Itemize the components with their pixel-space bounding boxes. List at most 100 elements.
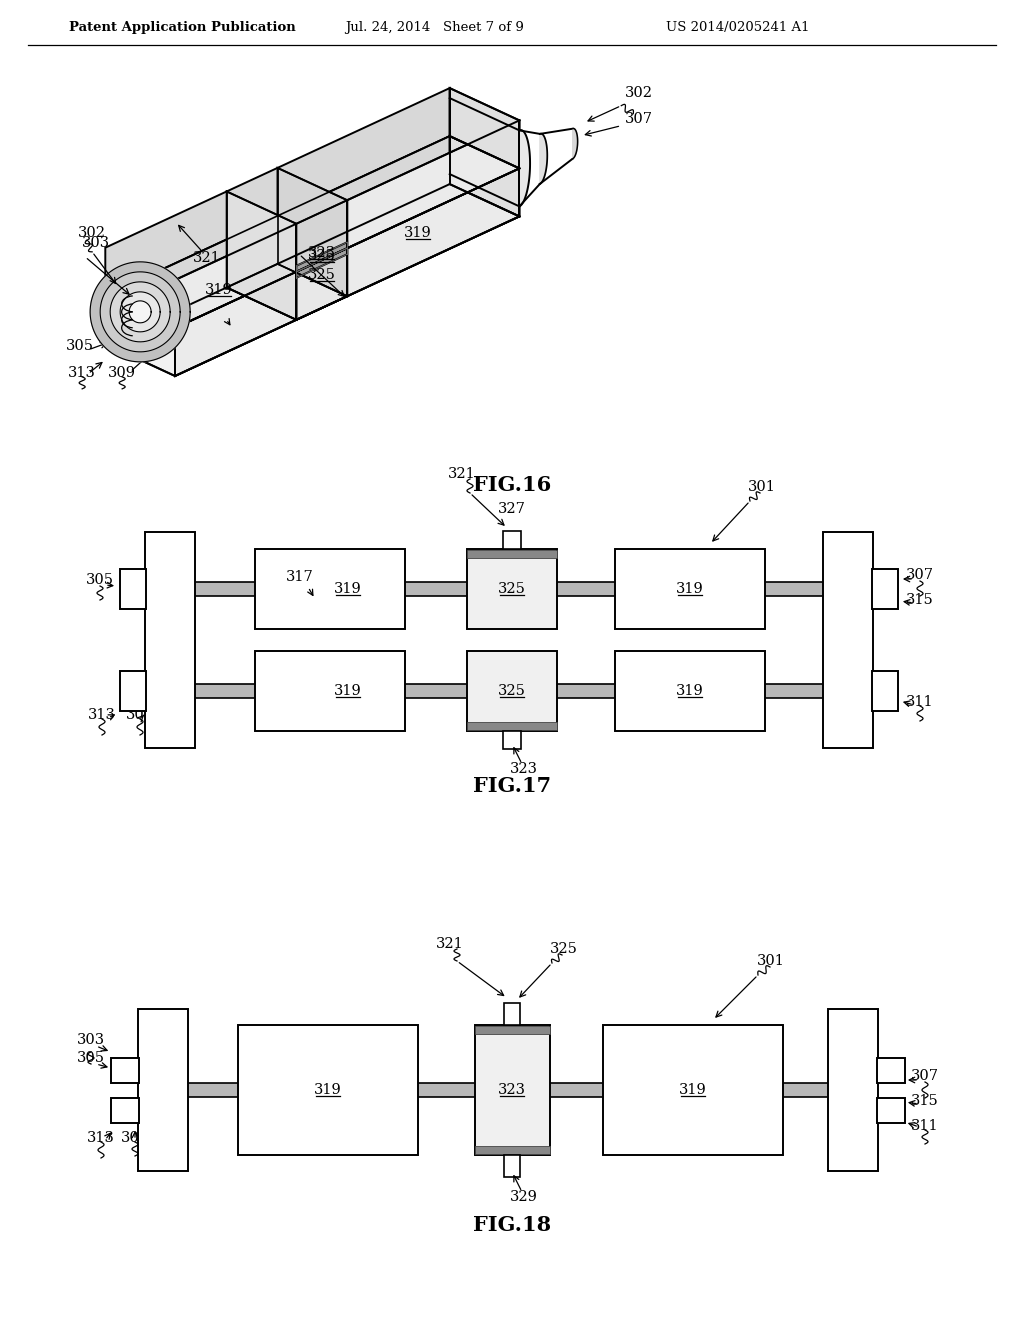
Text: FIG.18: FIG.18	[473, 1214, 551, 1236]
Bar	[828, 1008, 878, 1171]
Text: 315: 315	[911, 1094, 939, 1107]
Text: 319: 319	[314, 1082, 342, 1097]
Bar	[603, 1026, 783, 1155]
Text: 321: 321	[194, 251, 221, 265]
Bar	[120, 569, 146, 609]
Bar	[255, 651, 406, 731]
Text: 305: 305	[77, 1051, 105, 1065]
Polygon shape	[278, 168, 347, 296]
Polygon shape	[450, 88, 519, 169]
Bar	[162, 684, 862, 698]
Text: 313: 313	[69, 366, 96, 380]
Text: 309: 309	[126, 708, 154, 722]
Bar	[162, 582, 862, 597]
Bar	[615, 651, 765, 731]
Text: 301: 301	[749, 480, 776, 494]
Text: 315: 315	[906, 593, 934, 607]
Text: 307: 307	[626, 112, 653, 125]
Bar	[255, 549, 406, 630]
Polygon shape	[111, 282, 170, 342]
Polygon shape	[296, 248, 347, 277]
Polygon shape	[105, 136, 450, 343]
Text: 321: 321	[436, 937, 464, 950]
Text: 309: 309	[109, 366, 136, 380]
Text: 325: 325	[308, 268, 336, 282]
Text: 327: 327	[498, 502, 526, 516]
Text: 319: 319	[334, 582, 361, 597]
Text: 321: 321	[449, 467, 476, 480]
Text: 325: 325	[498, 582, 526, 597]
Text: 311: 311	[906, 696, 934, 709]
Bar	[467, 549, 557, 630]
Polygon shape	[519, 131, 530, 206]
Polygon shape	[296, 242, 347, 272]
Polygon shape	[450, 136, 519, 216]
Text: 329: 329	[510, 1191, 538, 1204]
Text: 307: 307	[911, 1069, 939, 1082]
Bar	[111, 1097, 139, 1122]
Polygon shape	[540, 133, 547, 183]
Text: Jul. 24, 2014   Sheet 7 of 9: Jul. 24, 2014 Sheet 7 of 9	[345, 21, 524, 34]
Text: 305: 305	[67, 339, 94, 352]
Polygon shape	[572, 128, 578, 158]
Text: 319: 319	[206, 284, 233, 297]
Bar	[872, 569, 898, 609]
Text: 309: 309	[121, 1131, 150, 1144]
Text: 325: 325	[498, 684, 526, 698]
Text: 301: 301	[757, 954, 785, 968]
Text: 317: 317	[201, 304, 228, 318]
Text: 307: 307	[906, 568, 934, 582]
Polygon shape	[90, 261, 190, 362]
Bar	[872, 671, 898, 711]
Bar	[877, 1057, 905, 1082]
Polygon shape	[175, 169, 519, 376]
Text: 313: 313	[87, 1131, 115, 1144]
Polygon shape	[296, 201, 347, 319]
Text: 302: 302	[626, 86, 653, 100]
Text: 302: 302	[78, 226, 106, 240]
Bar	[467, 722, 557, 730]
Bar	[503, 731, 521, 748]
Bar	[504, 1155, 520, 1177]
Bar	[467, 651, 557, 731]
Bar	[504, 1003, 520, 1026]
Polygon shape	[226, 264, 347, 319]
Polygon shape	[105, 183, 519, 376]
Bar	[120, 671, 146, 711]
Text: 323: 323	[498, 1082, 526, 1097]
Bar	[615, 549, 765, 630]
Text: 325: 325	[550, 942, 578, 956]
Polygon shape	[129, 301, 152, 323]
Bar	[111, 1057, 139, 1082]
Polygon shape	[100, 272, 180, 352]
Bar	[823, 532, 873, 748]
Text: US 2014/0205241 A1: US 2014/0205241 A1	[667, 21, 810, 34]
Text: 319: 319	[679, 1082, 707, 1097]
Text: 311: 311	[911, 1119, 939, 1133]
Bar	[138, 1008, 188, 1171]
Bar	[474, 1026, 550, 1034]
Bar	[152, 1082, 872, 1097]
Bar	[145, 532, 195, 748]
Text: 319: 319	[676, 684, 703, 698]
Text: FIG.17: FIG.17	[473, 776, 551, 796]
Text: 319: 319	[403, 226, 432, 240]
Text: Patent Application Publication: Patent Application Publication	[69, 21, 295, 34]
Text: 303: 303	[77, 1034, 105, 1047]
Bar	[474, 1146, 550, 1154]
Text: 313: 313	[88, 708, 116, 722]
Text: 303: 303	[82, 236, 111, 249]
Text: 305: 305	[86, 573, 114, 587]
Bar	[474, 1026, 550, 1155]
Polygon shape	[175, 120, 519, 327]
Bar	[877, 1097, 905, 1122]
Polygon shape	[105, 88, 450, 296]
Bar	[503, 531, 521, 549]
Bar	[467, 550, 557, 558]
Bar	[238, 1026, 418, 1155]
Text: 325: 325	[308, 249, 336, 263]
Text: 323: 323	[510, 762, 538, 776]
Text: 319: 319	[676, 582, 703, 597]
Polygon shape	[120, 292, 160, 331]
Text: 323: 323	[308, 246, 336, 260]
